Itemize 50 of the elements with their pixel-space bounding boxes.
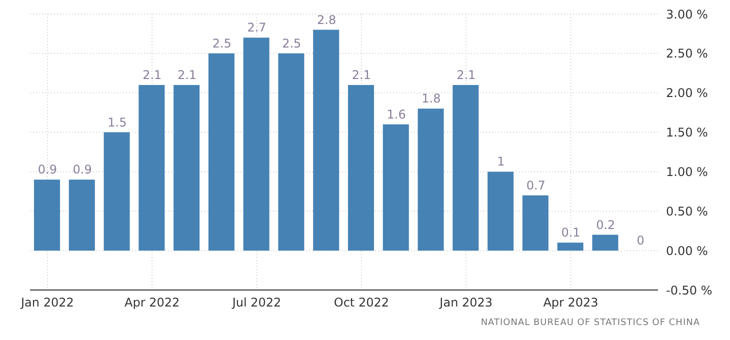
data-label: 0.9 xyxy=(72,162,92,177)
bar xyxy=(208,53,234,251)
data-label: 0.9 xyxy=(38,162,57,177)
text: NATIONAL BUREAU OF STATISTICS OF CHINA xyxy=(480,318,700,328)
bar xyxy=(488,172,514,251)
y-tick-label: 0.50 % xyxy=(666,204,708,218)
y-tick-label: 1.00 % xyxy=(666,164,708,179)
bar xyxy=(174,84,200,251)
bar xyxy=(68,180,95,251)
bar xyxy=(138,84,165,251)
y-tick-label: 3.00 % xyxy=(666,7,708,22)
data-label: 0.7 xyxy=(526,178,546,192)
bar xyxy=(418,108,444,251)
bar xyxy=(382,124,409,251)
data-label: 2.5 xyxy=(212,36,232,50)
data-label: 0.1 xyxy=(561,226,580,240)
bar xyxy=(592,234,618,251)
bar xyxy=(452,84,479,251)
data-label: 1.8 xyxy=(422,92,441,106)
y-tick-label: -0.50 % xyxy=(666,283,712,298)
data-label: 2.7 xyxy=(247,20,266,35)
data-label: 0 xyxy=(636,234,644,248)
data-label: 1 xyxy=(497,154,505,169)
data-label: 0.2 xyxy=(596,218,616,232)
data-label: 1.5 xyxy=(108,115,127,130)
data-label: 2.1 xyxy=(352,68,371,82)
y-tick-label: 1.50 % xyxy=(666,126,708,140)
data-label: 1.6 xyxy=(386,107,406,122)
x-tick-label: Oct 2022 xyxy=(334,296,389,310)
data-label: 2.1 xyxy=(177,68,197,82)
y-tick-label: 2.00 % xyxy=(666,86,708,100)
data-label: 2.5 xyxy=(282,36,302,50)
x-tick-label: Apr 2022 xyxy=(124,296,180,310)
data-label: 2.8 xyxy=(317,12,336,27)
x-tick-label: Apr 2023 xyxy=(543,296,598,310)
bar xyxy=(313,30,340,251)
x-tick-label: Jul 2022 xyxy=(231,296,282,310)
bar xyxy=(243,38,270,251)
bar xyxy=(557,242,584,251)
y-tick-label: 0.00 % xyxy=(666,244,708,258)
bar xyxy=(104,132,130,251)
x-tick-label: Jan 2022 xyxy=(20,296,74,310)
data-label: 2.1 xyxy=(456,68,476,82)
bar xyxy=(522,195,548,251)
bar xyxy=(278,53,304,251)
bar xyxy=(34,180,60,251)
y-tick-label: 2.50 % xyxy=(666,46,708,61)
bar xyxy=(348,84,374,251)
data-label: 2.1 xyxy=(142,68,162,82)
x-tick-label: Jan 2023 xyxy=(438,296,493,310)
